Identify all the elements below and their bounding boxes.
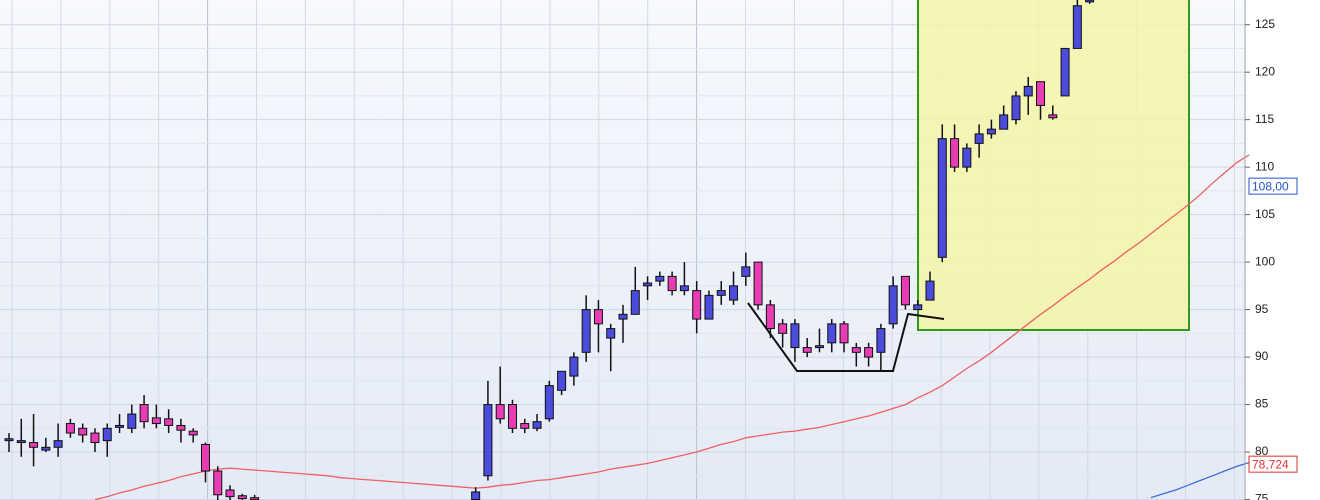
moving-average-line <box>94 154 1250 500</box>
candle-body <box>250 497 260 500</box>
candle-body <box>655 275 665 282</box>
y-tick-label: 120 <box>1255 64 1275 78</box>
candle-body <box>667 275 677 292</box>
candle-body <box>1060 47 1070 97</box>
candle-body <box>78 427 88 436</box>
candle-body <box>127 413 137 429</box>
candle-body <box>53 440 63 448</box>
price-label: 78,724 <box>1252 457 1289 471</box>
candle-body <box>839 323 849 344</box>
candle-body <box>888 285 898 325</box>
candle-body <box>729 285 739 301</box>
candle-body <box>802 347 812 353</box>
candle-body <box>618 313 628 320</box>
y-tick-label: 100 <box>1255 254 1275 268</box>
y-tick-label: 80 <box>1255 444 1269 458</box>
candle-body <box>115 424 125 428</box>
candle-body <box>471 491 481 500</box>
candle-body <box>225 489 235 498</box>
candle-body <box>483 404 493 477</box>
candle-body <box>974 133 984 144</box>
candle-body <box>790 323 800 349</box>
candle-body <box>1085 0 1095 3</box>
candle-body <box>630 290 640 315</box>
candle-body <box>593 309 603 325</box>
candle-body <box>876 328 886 353</box>
moving-average-line <box>1150 461 1250 499</box>
y-tick-label: 115 <box>1255 112 1274 126</box>
candle-body <box>606 328 616 339</box>
candle-body <box>986 128 996 135</box>
marks <box>4 0 1250 500</box>
candle-body <box>1011 95 1021 121</box>
candle-body <box>962 147 972 168</box>
candle-body <box>913 304 923 311</box>
candle-body <box>65 423 75 434</box>
candle-body <box>90 432 100 444</box>
candle-body <box>716 290 726 296</box>
candle-body <box>900 275 910 306</box>
candle-body <box>557 370 567 391</box>
candle-body <box>765 304 775 330</box>
candle-body <box>16 440 26 444</box>
candle-body <box>1036 81 1046 106</box>
y-tick-label: 75 <box>1255 492 1269 500</box>
candle-body <box>1048 114 1058 119</box>
candle-body <box>41 446 51 451</box>
candle-body <box>851 347 861 353</box>
y-tick-label: 85 <box>1255 397 1269 411</box>
candle-body <box>544 385 554 420</box>
candle-body <box>188 430 198 436</box>
candle-body <box>507 404 517 429</box>
candle-body <box>999 114 1009 130</box>
candle-body <box>151 417 161 425</box>
candle-body <box>827 323 837 344</box>
candle-body <box>753 261 763 306</box>
candle-body <box>814 345 824 349</box>
price-label: 108,00 <box>1252 179 1289 193</box>
candle-body <box>495 404 505 420</box>
candle-body <box>200 443 210 472</box>
candle-body <box>937 138 947 258</box>
candle-body <box>569 356 579 377</box>
candle-body <box>29 442 39 448</box>
candle-body <box>925 280 935 301</box>
candle-body <box>864 347 874 358</box>
candle-body <box>1023 85 1033 97</box>
candle-body <box>213 470 223 496</box>
candle-body <box>643 282 653 287</box>
candle-body <box>950 138 960 168</box>
candle-body <box>532 421 542 429</box>
pattern-line <box>747 302 945 372</box>
y-tick-label: 95 <box>1255 302 1269 316</box>
price-label-box <box>1248 455 1298 473</box>
y-tick-label: 105 <box>1255 207 1275 221</box>
candle-body <box>4 438 14 442</box>
y-tick-label: 110 <box>1255 159 1274 173</box>
candle-body <box>778 323 788 334</box>
candle-body <box>581 309 591 353</box>
candle-body <box>704 294 714 320</box>
candle-body <box>139 404 149 423</box>
candle-body <box>237 495 247 500</box>
candle-body <box>741 266 751 277</box>
price-label-box <box>1248 177 1298 195</box>
candle-body <box>176 424 186 431</box>
candle-body <box>164 418 174 426</box>
candle-body <box>692 290 702 320</box>
candle-body <box>102 427 112 442</box>
candle-body <box>520 423 530 429</box>
y-axis: 75 80 85 90 95 100 105 110 115 120 125 108,00 78,724 <box>1245 17 1298 500</box>
y-tick-label: 90 <box>1255 349 1269 363</box>
y-tick-label: 125 <box>1255 17 1275 31</box>
candle-body <box>679 285 689 292</box>
candle-body <box>1072 5 1082 49</box>
